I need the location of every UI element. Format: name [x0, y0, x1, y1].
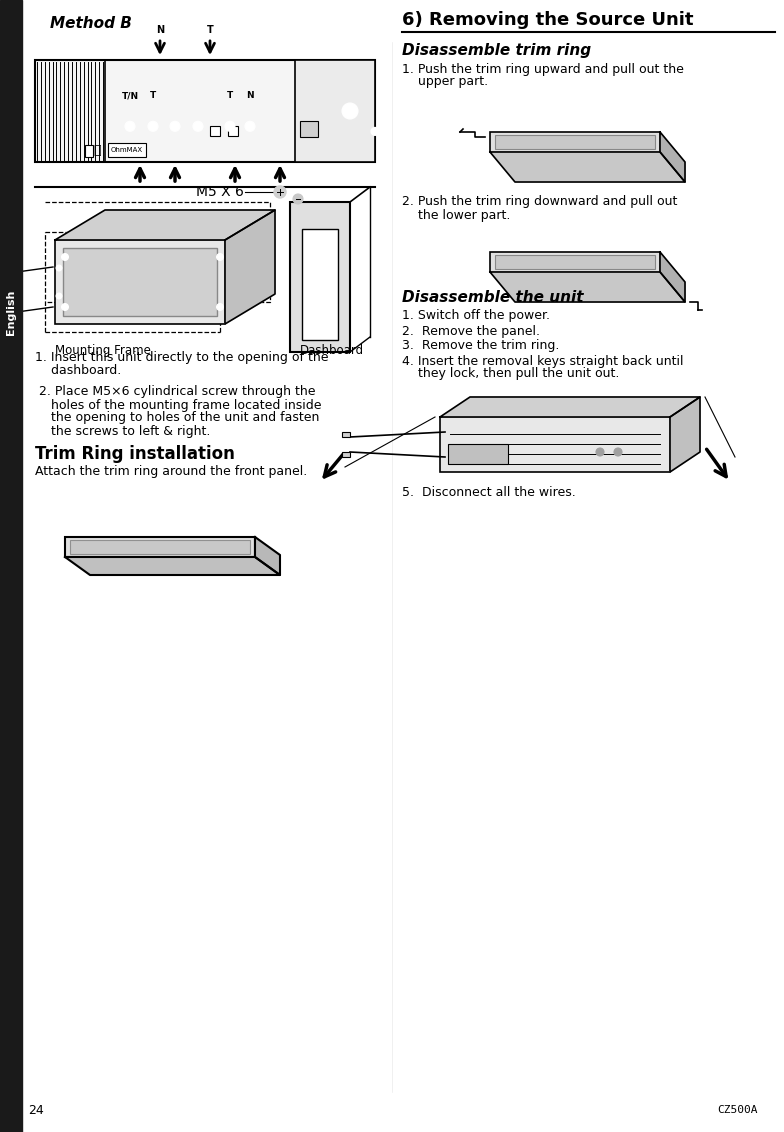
- Text: T/N: T/N: [122, 92, 139, 101]
- Text: Disassemble the unit: Disassemble the unit: [402, 290, 583, 305]
- Polygon shape: [225, 211, 275, 324]
- Text: Attach the trim ring around the front panel.: Attach the trim ring around the front pa…: [35, 465, 307, 479]
- Text: the screws to left & right.: the screws to left & right.: [35, 424, 210, 437]
- Text: upper part.: upper part.: [402, 76, 488, 88]
- Polygon shape: [490, 152, 685, 182]
- Polygon shape: [55, 211, 275, 240]
- Text: T: T: [150, 92, 156, 101]
- Text: the opening to holes of the unit and fasten: the opening to holes of the unit and fas…: [35, 412, 319, 424]
- Bar: [342, 432, 350, 437]
- Text: 5.  Disconnect all the wires.: 5. Disconnect all the wires.: [402, 486, 575, 498]
- Polygon shape: [660, 132, 685, 182]
- Bar: [0, 0, 22, 1132]
- Bar: [210, 127, 220, 136]
- Bar: [342, 452, 350, 457]
- Bar: [495, 255, 655, 269]
- Text: Method B: Method B: [50, 17, 132, 32]
- Polygon shape: [255, 537, 280, 575]
- Text: Mounting Frame: Mounting Frame: [55, 344, 151, 357]
- Bar: [65, 537, 255, 557]
- Bar: [35, 60, 375, 162]
- Text: T: T: [227, 92, 233, 101]
- Text: Disassemble trim ring: Disassemble trim ring: [402, 43, 591, 58]
- Text: Dashboard: Dashboard: [300, 344, 364, 357]
- Polygon shape: [490, 272, 685, 302]
- Circle shape: [216, 254, 223, 260]
- Bar: [108, 143, 146, 157]
- Text: T: T: [207, 25, 213, 35]
- Text: 1. Push the trim ring upward and pull out the: 1. Push the trim ring upward and pull ou…: [402, 62, 684, 76]
- Circle shape: [12, 307, 22, 317]
- Circle shape: [61, 303, 68, 310]
- Text: English: English: [6, 290, 16, 335]
- Circle shape: [61, 254, 68, 260]
- Bar: [290, 201, 350, 352]
- Bar: [63, 248, 217, 316]
- Text: N: N: [246, 92, 254, 101]
- Bar: [448, 444, 508, 464]
- Circle shape: [274, 186, 286, 198]
- Text: OhmMAX: OhmMAX: [111, 147, 143, 153]
- Circle shape: [12, 267, 22, 277]
- Text: the lower part.: the lower part.: [402, 208, 510, 222]
- Bar: [300, 121, 318, 137]
- Text: M5 X 6: M5 X 6: [196, 185, 244, 199]
- Circle shape: [56, 265, 62, 271]
- Text: 2. Push the trim ring downward and pull out: 2. Push the trim ring downward and pull …: [402, 196, 677, 208]
- Polygon shape: [65, 557, 280, 575]
- Circle shape: [596, 448, 604, 456]
- Text: ⏚: ⏚: [93, 144, 101, 156]
- Bar: [495, 135, 655, 149]
- Polygon shape: [660, 252, 685, 302]
- Text: holes of the mounting frame located inside: holes of the mounting frame located insi…: [35, 398, 321, 412]
- Polygon shape: [670, 397, 700, 472]
- Text: 3.  Remove the trim ring.: 3. Remove the trim ring.: [402, 340, 559, 352]
- Circle shape: [56, 293, 62, 299]
- Circle shape: [293, 194, 303, 204]
- Text: 6) Removing the Source Unit: 6) Removing the Source Unit: [402, 11, 694, 29]
- Polygon shape: [440, 397, 700, 417]
- Bar: [295, 60, 375, 162]
- Text: 2.  Remove the panel.: 2. Remove the panel.: [402, 325, 540, 337]
- Circle shape: [125, 121, 135, 131]
- Text: N: N: [156, 25, 164, 35]
- Circle shape: [225, 121, 235, 131]
- Text: they lock, then pull the unit out.: they lock, then pull the unit out.: [402, 368, 619, 380]
- Bar: [85, 145, 93, 157]
- Bar: [228, 127, 238, 136]
- Text: 24: 24: [28, 1104, 44, 1116]
- Circle shape: [614, 448, 622, 456]
- Circle shape: [148, 121, 158, 131]
- Text: dashboard.: dashboard.: [35, 363, 122, 377]
- Bar: [70, 540, 250, 554]
- Circle shape: [245, 121, 255, 131]
- Circle shape: [193, 121, 203, 131]
- Text: Trim Ring installation: Trim Ring installation: [35, 445, 235, 463]
- Text: 4. Insert the removal keys straight back until: 4. Insert the removal keys straight back…: [402, 354, 684, 368]
- Text: 2. Place M5×6 cylindrical screw through the: 2. Place M5×6 cylindrical screw through …: [35, 386, 315, 398]
- Bar: [490, 252, 660, 272]
- Circle shape: [216, 303, 223, 310]
- Text: CZ500A: CZ500A: [717, 1105, 758, 1115]
- Circle shape: [342, 103, 358, 119]
- Bar: [302, 229, 338, 340]
- Text: 1. Insert this unit directly to the opening of the: 1. Insert this unit directly to the open…: [35, 351, 328, 363]
- Circle shape: [170, 121, 180, 131]
- Bar: [490, 132, 660, 152]
- Circle shape: [371, 128, 379, 136]
- Bar: [440, 417, 670, 472]
- Bar: [55, 240, 225, 324]
- Text: 1. Switch off the power.: 1. Switch off the power.: [402, 309, 550, 323]
